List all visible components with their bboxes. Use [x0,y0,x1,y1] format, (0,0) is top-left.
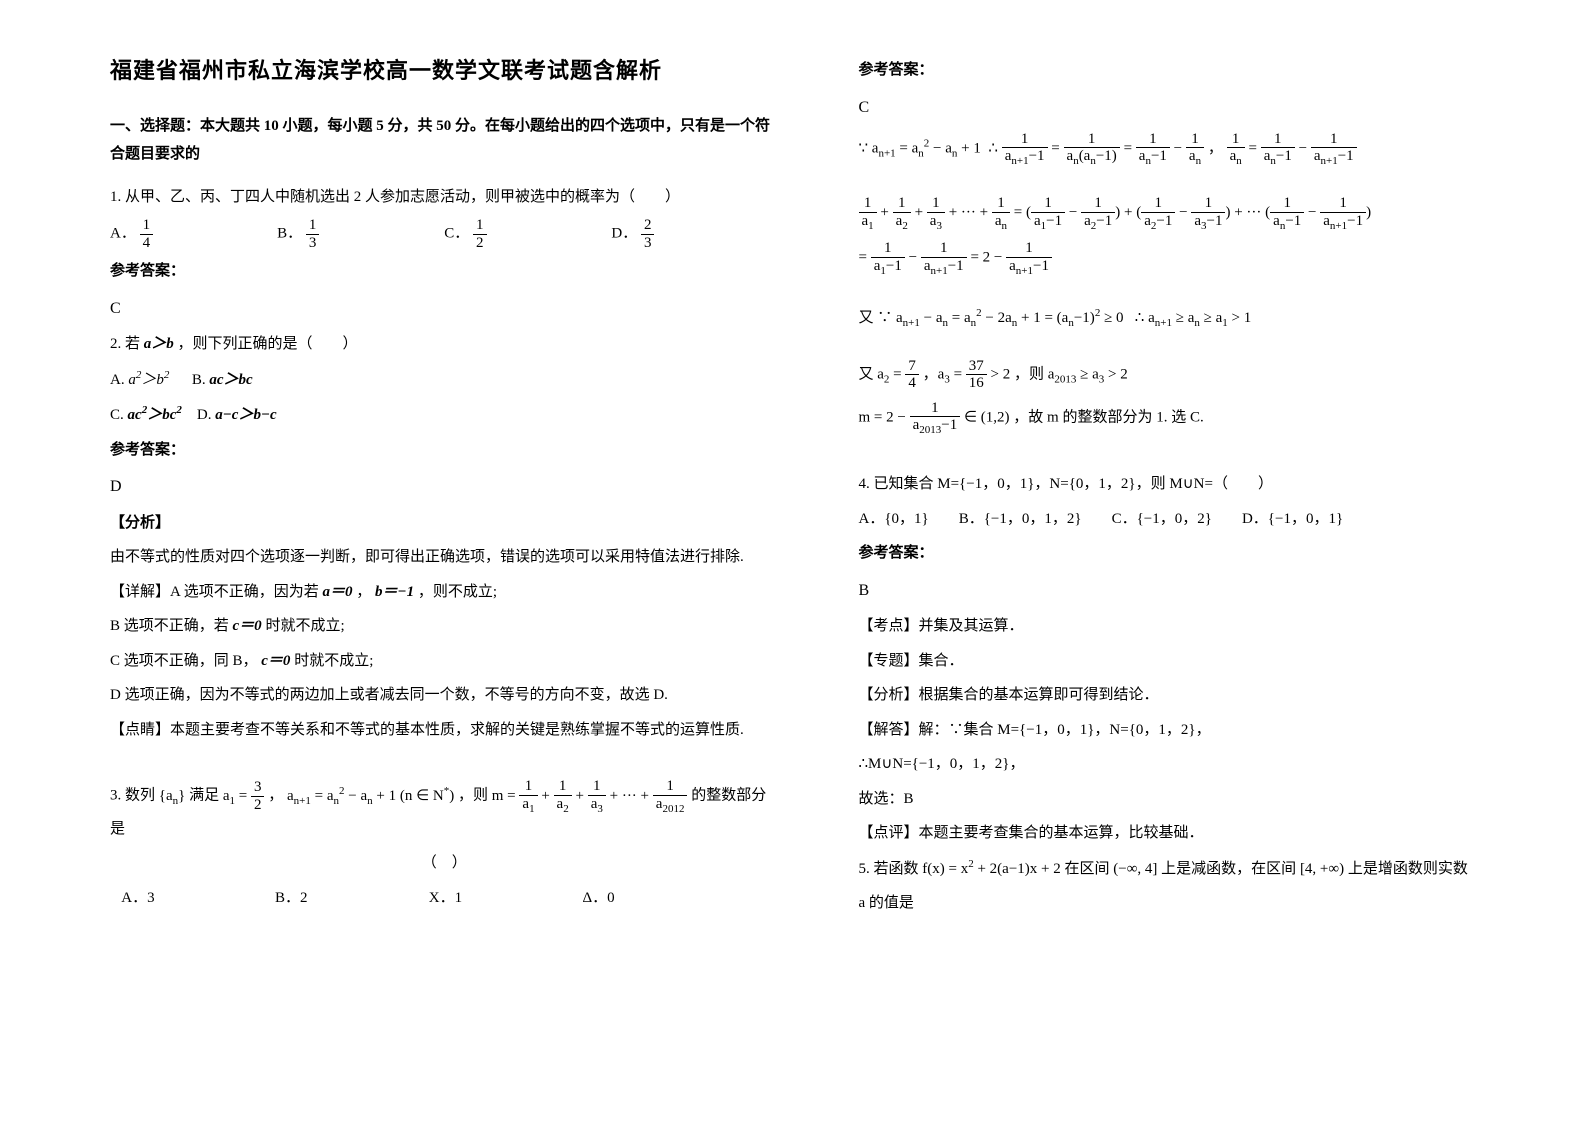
q2-detail-a: 【详解】A 选项不正确，因为若 a＝0 ， b＝−1 ，则不成立; [110,578,779,607]
q1-stem: 1. 从甲、乙、丙、丁四人中随机选出 2 人参加志愿活动，则甲被选中的概率为（ … [110,183,779,212]
page: 福建省福州市私立海滨学校高一数学文联考试题含解析 一、选择题：本大题共 10 小… [0,0,1587,1122]
q4-kaodian: 【考点】并集及其运算． [859,612,1528,641]
right-column: 参考答案： C ∵ an+1 = an2 − an + 1 ∴ 1an+1−1 … [819,50,1528,1092]
frac-1-4-icon: 14 [140,217,154,251]
q3-opt-a: A．3 [121,884,271,913]
q1-opt-a-label: A． [110,226,136,242]
seq-an-icon: {an} [159,788,186,804]
fx-quadratic-icon: f(x) = x2 + 2(a−1)x + 2 [922,861,1060,877]
q4-answer-label: 参考答案： [859,539,1528,568]
derive-line5: 又 a2 = 74 ，a3 = 3716 > 2 ，则 a2013 ≥ a3 >… [859,358,1528,392]
q3-answer-label: 参考答案： [859,56,1528,85]
q5-line2: a 的值是 [859,889,1528,918]
recurrence-icon: an+1 = an2 − an + 1 (n ∈ N*) [287,788,454,804]
q4-jieda2: ∴M∪N={−1，0，1，2}， [859,750,1528,779]
q3-blank: （ ） [110,849,779,878]
frac-1-3-icon: 13 [306,217,320,251]
derive-line1: ∵ an+1 = an2 − an + 1 ∴ 1an+1−1 = 1an(an… [859,131,1528,168]
q1-options: A． 14 B． 13 C． 12 D． 23 [110,217,779,251]
q2-stem: 2. 若 a＞b ，则下列正确的是（ ） [110,330,779,359]
frac-2-3-icon: 23 [641,217,655,251]
b-eq-neg1-icon: b＝−1 [375,584,414,600]
a1-eq-3-2-icon: a1 = 32 [223,788,265,804]
a-gt-b-icon: a＞b [144,336,178,352]
a-eq-0-icon: a＝0 [323,584,353,600]
q2-detail-b: B 选项不正确，若 c＝0 时就不成立; [110,612,779,641]
q3-stem: 3. 数列 {an} 满足 a1 = 32 ， an+1 = an2 − an … [110,778,779,843]
m-sum-icon: m = 1a1 + 1a2 + 1a3 + ··· + 1a2012 [492,788,688,804]
q2-dianjing: 【点睛】本题主要考查不等关系和不等式的基本性质，求解的关键是熟练掌握不等式的运算… [110,716,779,745]
q1-answer-label: 参考答案： [110,257,779,286]
q1-opt-d-label: D． [611,226,637,242]
q2-analysis-label: 【分析】 [110,509,779,538]
q2-options-row2: C. ac2＞bc2 D. a−c＞b−c [110,400,779,430]
q3-opt-b: B．2 [275,884,425,913]
exam-title: 福建省福州市私立海滨学校高一数学文联考试题含解析 [110,50,779,92]
c-eq-0-icon-2: c＝0 [261,653,294,669]
q3-options: A．3 B．2 X．1 Δ．0 [110,884,779,913]
q4-zhuanti: 【专题】集合． [859,647,1528,676]
frac-1-2-icon: 12 [473,217,487,251]
section1-heading: 一、选择题：本大题共 10 小题，每小题 5 分，共 50 分。在每小题给出的四… [110,112,779,169]
q2-options-row1: A. a2＞b2 B. ac＞bc [110,365,779,395]
derive-line2: 1a1 + 1a2 + 1a3 + ··· + 1an = (1a1−1 − 1… [859,195,1528,232]
c-eq-0-icon: c＝0 [233,618,266,634]
derive-line6: m = 2 − 1a2013−1 ∈ (1,2) ，故 m 的整数部分为 1. … [859,400,1528,437]
ac-gt-bc-icon: ac＞bc [209,372,252,388]
q3-opt-x: X．1 [429,884,579,913]
interval-4-inf-icon: [4, +∞) [1300,861,1344,877]
q1-answer: C [110,294,779,324]
q2-answer: D [110,472,779,502]
derive-line4: 又 ∵ an+1 − an = an2 − 2an + 1 = (an−1)2 … [859,303,1528,334]
q3-answer: C [859,93,1528,123]
left-column: 福建省福州市私立海滨学校高一数学文联考试题含解析 一、选择题：本大题共 10 小… [110,50,819,1092]
q3-opt-d: Δ．0 [583,884,733,913]
q4-stem: 4. 已知集合 M={−1，0，1}，N={0，1，2}，则 M∪N=（ ） [859,470,1528,499]
q2-answer-label: 参考答案： [110,436,779,465]
q4-dianping: 【点评】本题主要考查集合的基本运算，比较基础． [859,819,1528,848]
q1-opt-c-label: C． [444,226,469,242]
q4-answer: B [859,576,1528,606]
a2-gt-b2-icon: a2＞b2 [128,372,169,388]
ac2-gt-bc2-icon: ac2＞bc2 [128,407,182,423]
q2-analysis-text: 由不等式的性质对四个选项逐一判断，即可得出正确选项，错误的选项可以采用特值法进行… [110,543,779,572]
q2-detail-c: C 选项不正确，同 B， c＝0 时就不成立; [110,647,779,676]
q5-stem: 5. 若函数 f(x) = x2 + 2(a−1)x + 2 在区间 (−∞, … [859,854,1528,884]
q1-opt-b-label: B． [277,226,302,242]
interval-neg-inf-4-icon: (−∞, 4] [1113,861,1157,877]
derive-line3: = 1a1−1 − 1an+1−1 = 2 − 1an+1−1 [859,240,1528,277]
q4-jieda1: 【解答】解：∵集合 M={−1，0，1}，N={0，1，2}， [859,716,1528,745]
q4-guxuan: 故选：B [859,785,1528,814]
a-c-gt-b-c-icon: a−c＞b−c [215,407,277,423]
q2-detail-d: D 选项正确，因为不等式的两边加上或者减去同一个数，不等号的方向不变，故选 D. [110,681,779,710]
q4-fenxi: 【分析】根据集合的基本运算即可得到结论． [859,681,1528,710]
q4-options: A．{0，1} B．{−1，0，1，2} C．{−1，0，2} D．{−1，0，… [859,505,1528,534]
